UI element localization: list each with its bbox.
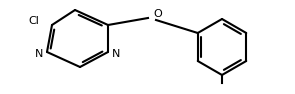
Text: N: N <box>35 49 43 59</box>
Text: N: N <box>112 49 120 59</box>
Text: O: O <box>154 9 162 19</box>
Text: Cl: Cl <box>29 16 40 26</box>
